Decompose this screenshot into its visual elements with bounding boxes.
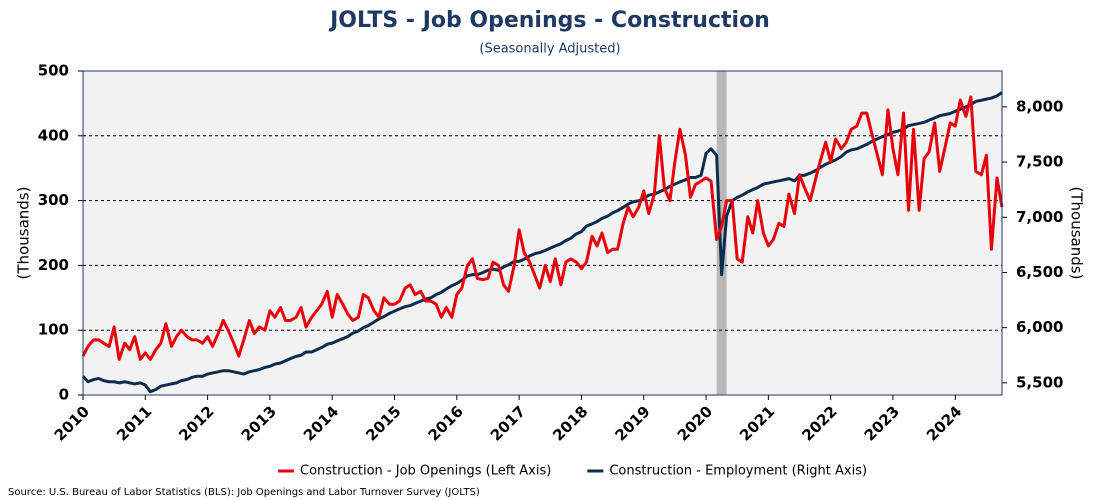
x-tick-label: 2018 [549, 402, 591, 444]
x-tick-label: 2010 [51, 402, 93, 444]
x-tick-label: 2019 [612, 402, 654, 444]
series-line [81, 91, 1003, 394]
legend-label: Construction - Job Openings (Left Axis) [300, 464, 551, 479]
x-tick-label: 2011 [113, 402, 155, 444]
plot-border [82, 70, 1003, 396]
y2-tick-label: 8,000 [1016, 97, 1063, 115]
x-tick-label: 2016 [425, 402, 467, 444]
x-tick-label: 2022 [798, 402, 840, 444]
recession-band [716, 71, 727, 395]
y2-axis-title: (Thousands) [1068, 187, 1086, 280]
x-tick-label: 2021 [736, 402, 778, 444]
chart-subtitle: (Seasonally Adjusted) [479, 42, 620, 57]
x-tick-label: 2012 [175, 402, 217, 444]
y2-tick-label: 7,500 [1016, 153, 1063, 171]
chart-title: JOLTS - Job Openings - Construction [328, 8, 770, 33]
y-tick-label: 300 [38, 191, 69, 209]
x-tick-label: 2024 [923, 402, 965, 444]
y-axis-title: (Thousands) [15, 187, 33, 280]
x-tick-label: 2020 [674, 402, 716, 444]
x-tick-label: 2014 [300, 402, 342, 444]
y-tick-label: 100 [38, 321, 69, 339]
series-line [81, 95, 1004, 361]
source-note: Source: U.S. Bureau of Labor Statistics … [8, 487, 480, 498]
x-tick-label: 2017 [487, 402, 529, 444]
x-tick-label: 2013 [238, 402, 280, 444]
y-tick-label: 400 [38, 126, 69, 144]
x-tick-label: 2023 [861, 402, 903, 444]
legend-label: Construction - Employment (Right Axis) [609, 464, 867, 479]
y-tick-label: 0 [59, 386, 69, 404]
y2-tick-label: 6,500 [1016, 263, 1063, 281]
y-tick-label: 500 [38, 62, 69, 80]
y2-tick-label: 5,500 [1016, 373, 1063, 391]
y2-tick-label: 7,000 [1016, 208, 1063, 226]
y2-tick-label: 6,000 [1016, 318, 1063, 336]
x-tick-label: 2015 [362, 402, 404, 444]
plot-area [83, 71, 1002, 395]
y-tick-label: 200 [38, 256, 69, 274]
